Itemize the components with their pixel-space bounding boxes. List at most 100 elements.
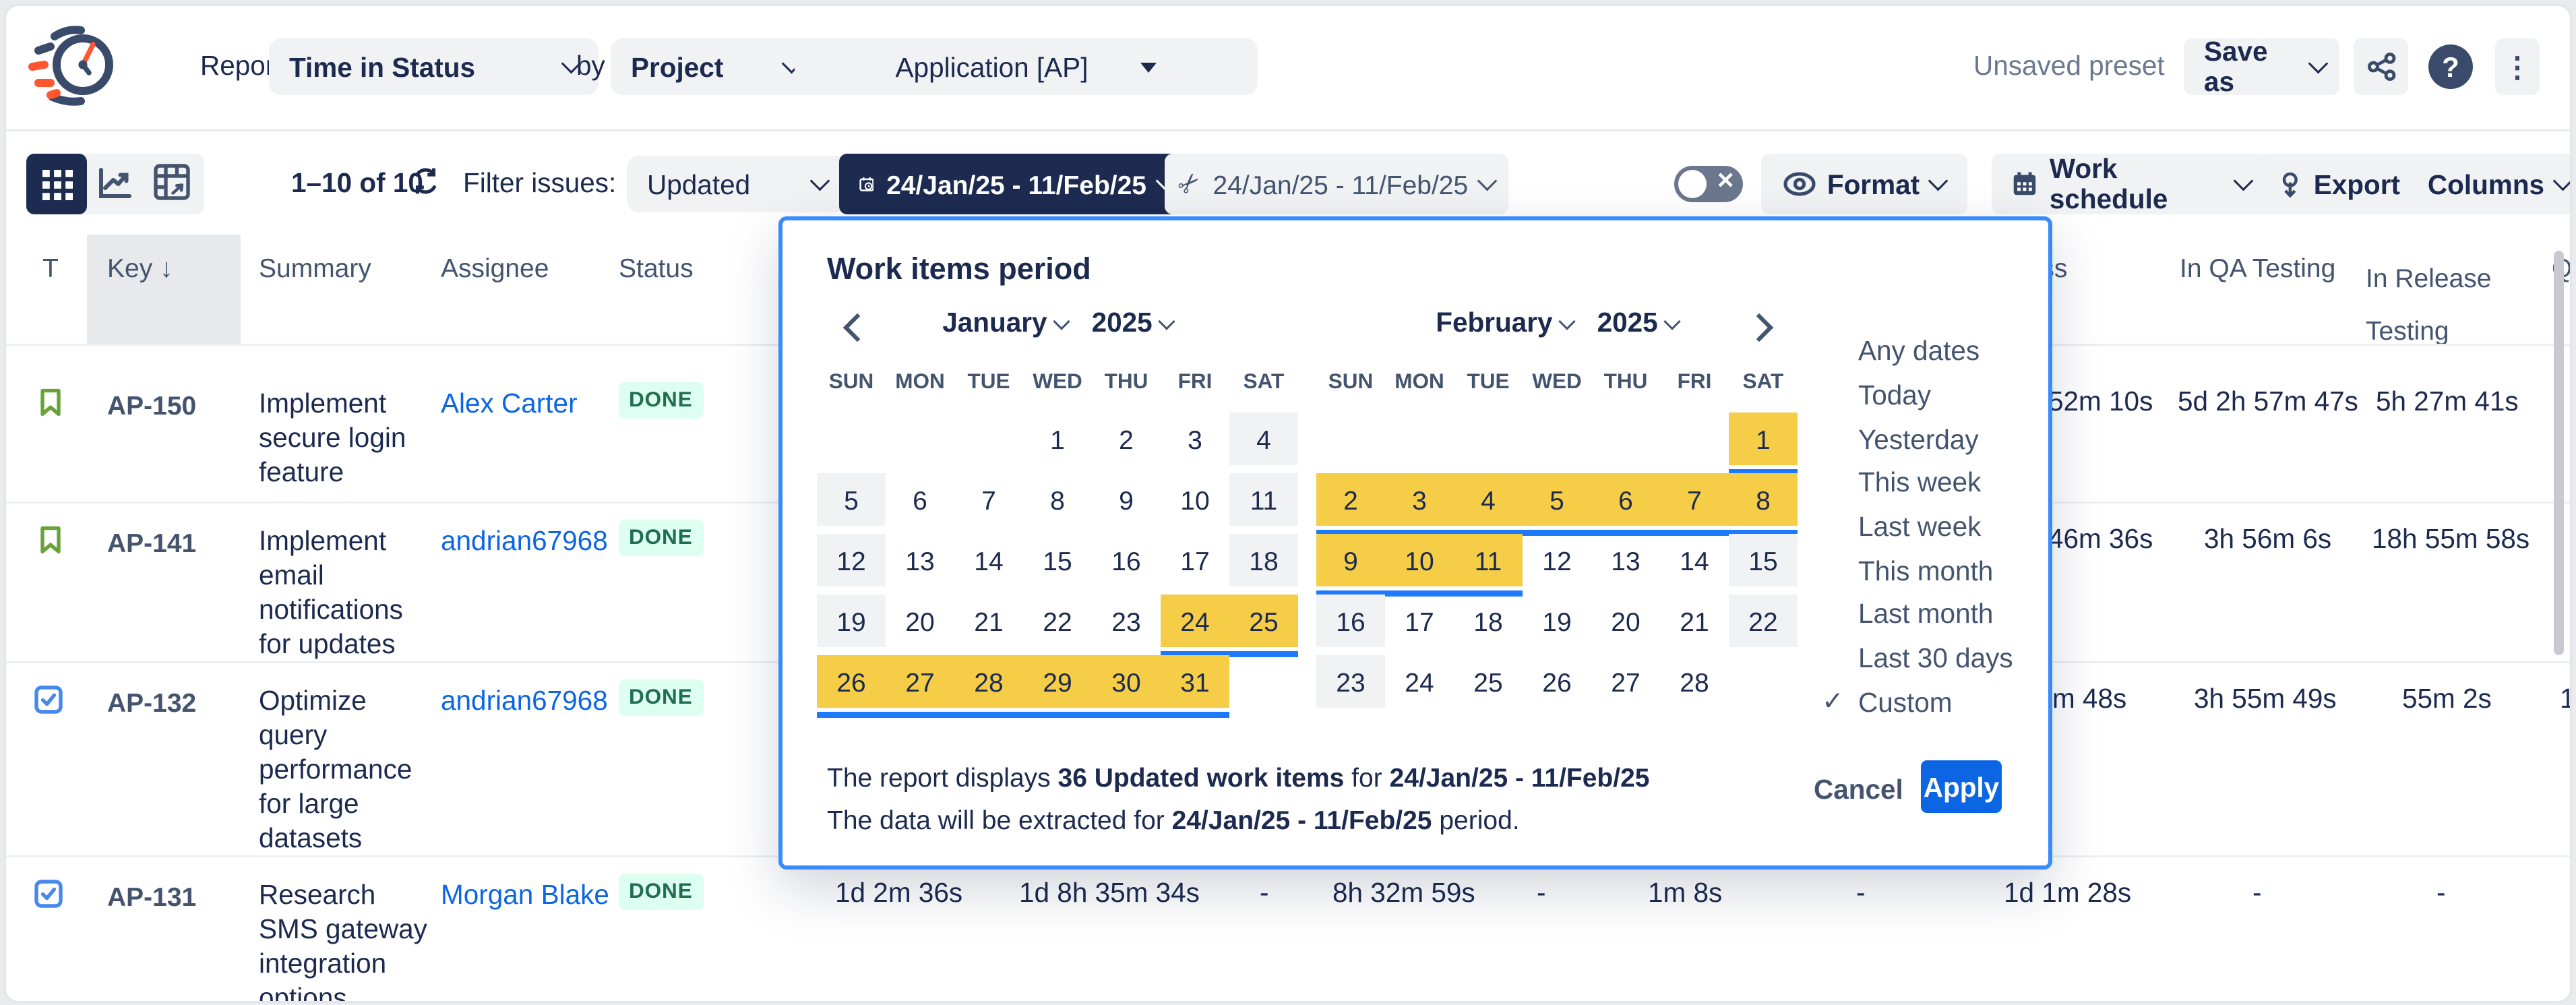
calendar-day[interactable]: 15: [1043, 545, 1072, 576]
calendar-day[interactable]: 15: [1729, 534, 1798, 586]
preset-any-dates[interactable]: Any dates: [1822, 330, 2024, 373]
calendar-day[interactable]: 4: [1454, 473, 1523, 536]
preset-custom[interactable]: ✓ Custom: [1822, 681, 2024, 725]
issue-key[interactable]: AP-131: [107, 882, 197, 912]
help-button[interactable]: ?: [2424, 40, 2477, 93]
calendar-day[interactable]: 6: [1591, 473, 1660, 536]
calendar-day[interactable]: [1385, 413, 1454, 465]
calendar-day[interactable]: 5: [1523, 473, 1591, 536]
preset-last-30-days[interactable]: Last 30 days: [1822, 636, 2024, 680]
issue-key[interactable]: AP-150: [107, 390, 197, 421]
year-select[interactable]: 2025: [1597, 307, 1658, 338]
calendar-day[interactable]: 11: [1454, 534, 1523, 597]
calendar-day[interactable]: 16: [1316, 595, 1385, 647]
cancel-button[interactable]: Cancel: [1814, 774, 1903, 805]
calendar-day[interactable]: [1229, 655, 1298, 708]
export-button[interactable]: Export: [2259, 154, 2420, 214]
issue-assignee-link[interactable]: Alex Carter: [441, 388, 578, 419]
calendar-day[interactable]: [1523, 413, 1591, 465]
vertical-scrollbar[interactable]: [2554, 251, 2564, 655]
calendar-day[interactable]: 8: [1050, 484, 1065, 515]
group-by-select[interactable]: Project: [611, 38, 819, 95]
calendar-day[interactable]: 29: [1023, 655, 1092, 718]
calendar-day[interactable]: [954, 413, 1023, 465]
issue-summary[interactable]: Optimize query performance for large dat…: [259, 686, 412, 853]
calendar-day[interactable]: 5: [817, 473, 886, 526]
year-select[interactable]: 2025: [1091, 307, 1153, 338]
calendar-day[interactable]: [1729, 655, 1798, 708]
preset-this-week[interactable]: This week: [1822, 461, 2024, 505]
calendar-day[interactable]: 2: [1119, 423, 1134, 454]
col-header-key[interactable]: Key ↓: [107, 253, 173, 283]
view-chart-button[interactable]: [95, 164, 133, 212]
calendar-day[interactable]: 27: [886, 655, 954, 718]
more-menu-button[interactable]: ⋮: [2495, 38, 2540, 95]
col-header-in-release[interactable]: In Release Testing: [2366, 263, 2492, 346]
issue-summary[interactable]: Research SMS gateway integration options: [259, 880, 427, 1003]
calendar-day[interactable]: 11: [1229, 473, 1298, 526]
calendar-day[interactable]: [886, 413, 954, 465]
calendar-day[interactable]: 16: [1111, 545, 1141, 576]
table-row[interactable]: AP-131 Research SMS gateway integration …: [6, 857, 2570, 1003]
calendar-day[interactable]: 24: [1161, 595, 1229, 657]
table-row[interactable]: AP-150 Implement secure login feature Al…: [6, 366, 2570, 501]
issue-summary[interactable]: Implement email notifications for update…: [259, 526, 403, 659]
calendar-day[interactable]: 13: [1611, 545, 1640, 576]
calendar-day[interactable]: 14: [1680, 545, 1709, 576]
issue-assignee-link[interactable]: andrian67968: [441, 526, 608, 556]
calendar-day[interactable]: 3: [1385, 473, 1454, 536]
table-row[interactable]: AP-141 Implement email notifications for…: [6, 504, 2570, 661]
col-header-type[interactable]: T: [42, 253, 59, 283]
issue-key[interactable]: AP-141: [107, 528, 197, 558]
calendar-day[interactable]: 24: [1405, 666, 1434, 697]
calendar-day[interactable]: 2: [1316, 473, 1385, 536]
work-items-period-button[interactable]: 24/Jan/25 - 11/Feb/25: [839, 154, 1193, 214]
multi-cycle-toggle[interactable]: ✕: [1674, 166, 1743, 202]
preset-yesterday[interactable]: Yesterday: [1822, 417, 2024, 461]
preset-this-month[interactable]: This month: [1822, 549, 2024, 592]
view-grid-button[interactable]: [26, 154, 87, 214]
calendar-day[interactable]: 31: [1161, 655, 1229, 718]
report-type-select[interactable]: Time in Status: [269, 38, 599, 95]
calendar-day[interactable]: [1454, 413, 1523, 465]
calendar-day[interactable]: 18: [1229, 534, 1298, 586]
calendar-day[interactable]: 20: [1611, 605, 1640, 636]
month-select[interactable]: February: [1436, 307, 1553, 338]
calendar-day[interactable]: 19: [817, 595, 886, 647]
issue-key[interactable]: AP-132: [107, 688, 197, 718]
share-button[interactable]: [2354, 38, 2408, 95]
columns-button[interactable]: Columns: [2404, 154, 2570, 214]
apply-button[interactable]: Apply: [1921, 760, 2002, 813]
calendar-day[interactable]: [1660, 413, 1729, 465]
filter-field-select[interactable]: Updated: [627, 156, 847, 212]
calendar-day[interactable]: 19: [1542, 605, 1572, 636]
calendar-day[interactable]: 1: [1050, 423, 1065, 454]
calendar-day[interactable]: 7: [1660, 473, 1729, 536]
calendar-day[interactable]: 30: [1092, 655, 1161, 718]
refresh-button[interactable]: [410, 166, 441, 206]
save-options-button[interactable]: [2297, 38, 2339, 95]
calendar-day[interactable]: 23: [1111, 605, 1141, 636]
issue-assignee-link[interactable]: Morgan Blake: [441, 880, 609, 910]
view-pivot-button[interactable]: [152, 162, 192, 212]
col-header-in-qa[interactable]: In QA Testing: [2180, 253, 2336, 283]
calendar-day[interactable]: 10: [1385, 534, 1454, 597]
calendar-day[interactable]: [1316, 413, 1385, 465]
preset-last-week[interactable]: Last week: [1822, 505, 2024, 549]
project-select[interactable]: Application [AP]: [795, 38, 1258, 95]
calendar-day[interactable]: 10: [1180, 484, 1210, 515]
calendar-day[interactable]: 26: [817, 655, 886, 718]
calendar-day[interactable]: 25: [1229, 595, 1298, 657]
calendar-day[interactable]: 27: [1611, 666, 1640, 697]
calendar-day[interactable]: 3: [1188, 423, 1202, 454]
calendar-day[interactable]: 21: [1680, 605, 1709, 636]
calendar-day[interactable]: 13: [905, 545, 935, 576]
calendar-day[interactable]: 28: [1680, 666, 1709, 697]
calendar-day[interactable]: 7: [981, 484, 996, 515]
calendar-day[interactable]: 18: [1473, 605, 1503, 636]
calendar-day[interactable]: 22: [1043, 605, 1072, 636]
calendar-day[interactable]: 14: [974, 545, 1004, 576]
work-schedule-button[interactable]: Work schedule: [1992, 154, 2271, 214]
trim-period-button[interactable]: ✂ 24/Jan/25 - 11/Feb/25: [1165, 154, 1508, 214]
col-header-status[interactable]: Status: [619, 253, 694, 283]
